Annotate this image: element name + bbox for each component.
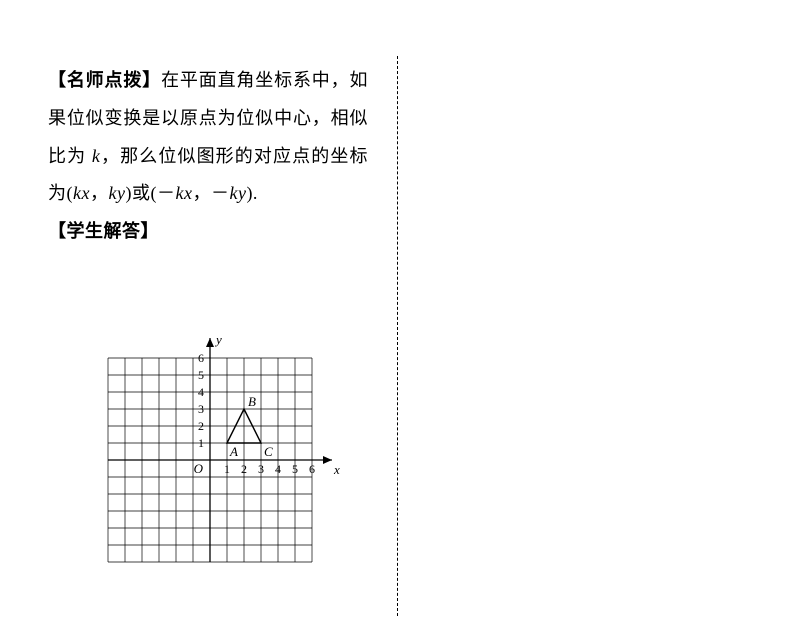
svg-text:2: 2: [198, 419, 204, 433]
svg-text:4: 4: [198, 385, 204, 399]
svg-text:4: 4: [275, 462, 281, 476]
heading-teacher-hint: 名师点拨: [67, 70, 142, 90]
svg-text:5: 5: [198, 368, 204, 382]
svg-text:A: A: [229, 444, 238, 459]
var-kx-2: kx: [175, 183, 192, 203]
svg-text:x: x: [333, 462, 340, 477]
comma-2: ，－: [192, 183, 229, 203]
comma-1: ，: [90, 183, 109, 203]
heading-bracket-open: 【: [48, 70, 67, 90]
vertical-divider: [397, 56, 398, 616]
left-column: 【名师点拨】在平面直角坐标系中，如果位似变换是以原点为位似中心，相似比为 k，那…: [48, 62, 368, 251]
svg-text:6: 6: [309, 462, 315, 476]
svg-text:3: 3: [258, 462, 264, 476]
svg-text:O: O: [194, 461, 204, 476]
heading-student-answer: 学生解答: [67, 221, 141, 241]
svg-text:6: 6: [198, 351, 204, 365]
heading2-bracket-close: 】: [141, 221, 160, 241]
svg-text:1: 1: [198, 436, 204, 450]
svg-text:1: 1: [224, 462, 230, 476]
body-text-3: )或(－: [125, 183, 175, 203]
var-kx-1: kx: [73, 183, 90, 203]
heading-bracket-close: 】: [142, 70, 161, 90]
teacher-hint-paragraph: 【名师点拨】在平面直角坐标系中，如果位似变换是以原点为位似中心，相似比为 k，那…: [48, 62, 368, 213]
coordinate-grid-figure: 123456123456OxyABC: [70, 330, 356, 610]
svg-text:y: y: [214, 332, 222, 347]
svg-text:5: 5: [292, 462, 298, 476]
svg-text:B: B: [248, 394, 256, 409]
svg-text:2: 2: [241, 462, 247, 476]
var-ky-1: ky: [108, 183, 125, 203]
grid-svg: 123456123456OxyABC: [70, 330, 356, 610]
svg-text:C: C: [264, 444, 273, 459]
heading2-bracket-open: 【: [48, 221, 67, 241]
body-text-4: ).: [246, 183, 258, 203]
student-answer-heading: 【学生解答】: [48, 213, 368, 251]
svg-text:3: 3: [198, 402, 204, 416]
var-ky-2: ky: [229, 183, 246, 203]
